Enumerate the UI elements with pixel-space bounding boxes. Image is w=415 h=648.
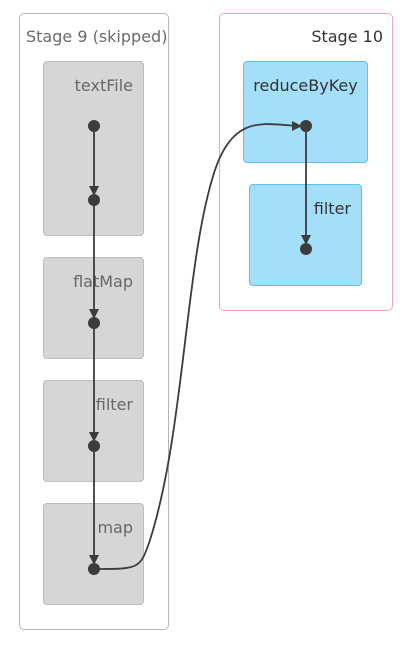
operation-filter-stage10-label: filter bbox=[313, 199, 351, 218]
stage-9-label: Stage 9 (skipped) bbox=[26, 27, 168, 46]
operation-textfile-label: textFile bbox=[74, 76, 133, 95]
operation-map-label: map bbox=[97, 518, 133, 537]
operation-map[interactable]: map bbox=[43, 503, 144, 605]
operation-filter-stage9[interactable]: filter bbox=[43, 380, 144, 482]
operation-filter-stage9-label: filter bbox=[95, 395, 133, 414]
operation-textfile[interactable]: textFile bbox=[43, 61, 144, 236]
operation-flatmap[interactable]: flatMap bbox=[43, 257, 144, 359]
stage-10-label: Stage 10 bbox=[311, 27, 383, 46]
operation-reducebykey[interactable]: reduceByKey bbox=[243, 61, 368, 163]
operation-flatmap-label: flatMap bbox=[73, 272, 133, 291]
operation-filter-stage10[interactable]: filter bbox=[249, 184, 362, 286]
operation-reducebykey-label: reduceByKey bbox=[253, 76, 358, 95]
